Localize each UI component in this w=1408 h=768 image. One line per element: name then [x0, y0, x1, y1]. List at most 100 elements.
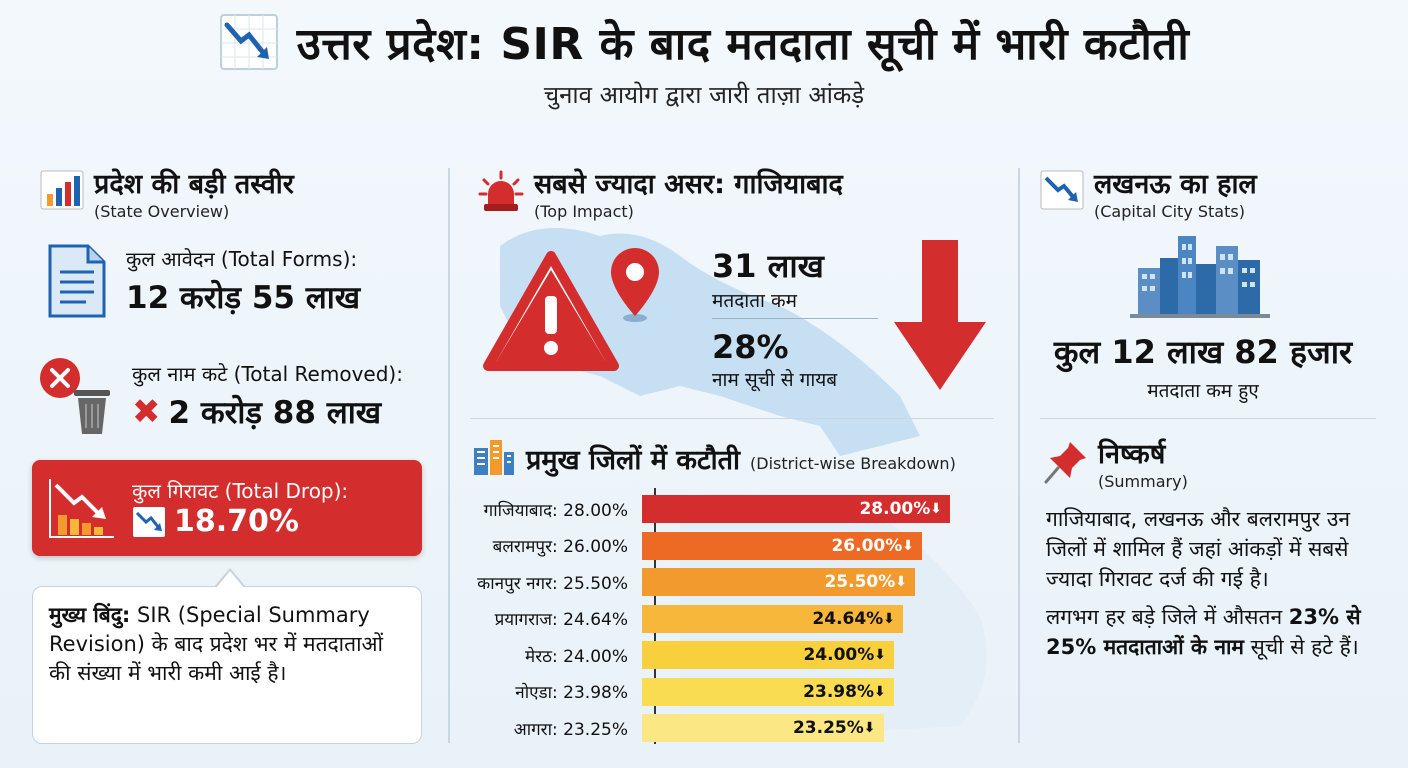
page-subtitle: चुनाव आयोग द्वारा जारी ताज़ा आंकड़े — [543, 81, 865, 109]
district-label: नोएडा: 23.98% — [515, 683, 628, 703]
lucknow-cap: मतदाता कम हुए — [1147, 380, 1259, 402]
district-row: नोएडा: 23.98% 23.98% ⬇ — [470, 677, 894, 707]
key-point-heading: मुख्य बिंदु: — [49, 603, 131, 627]
district-bar: 23.98% ⬇ — [642, 677, 894, 706]
summary-title: निष्कर्ष — [1098, 439, 1166, 470]
summary-heading: निष्कर्ष (Summary) — [1044, 440, 1188, 491]
callout-notch-inner — [216, 571, 244, 588]
total-removed-row: ✖ 2 करोड़ 88 लाख — [132, 391, 403, 433]
down-arrow-mini-icon: ⬇ — [902, 537, 914, 554]
district-bar: 28.00% ⬇ — [642, 495, 950, 523]
down-arrow-mini-icon: ⬇ — [874, 647, 886, 663]
summary-sub: (Summary) — [1098, 472, 1188, 491]
district-bar-value: 24.00% — [803, 645, 875, 665]
total-removed-label: कुल नाम कटे (Total Removed): — [132, 361, 403, 386]
lucknow-sub: (Capital City Stats) — [1094, 202, 1245, 221]
bar-chart-icon — [40, 170, 84, 210]
lucknow-heading: लखनऊ का हाल (Capital City Stats) — [1040, 170, 1257, 221]
state-sub: (State Overview) — [94, 202, 230, 221]
down-arrow-mini-icon: ⬇ — [883, 610, 895, 627]
lucknow-title: लखनऊ का हाल — [1094, 169, 1257, 200]
impact-divider — [712, 318, 878, 319]
district-row: मेरठ: 24.00% 24.00% ⬇ — [470, 640, 894, 670]
column-divider-left — [448, 168, 450, 743]
district-row: आगरा: 23.25% 23.25% ⬇ — [470, 713, 884, 743]
district-bar-value: 23.25% — [792, 718, 864, 738]
summary-para-2b: 23% से 25% मतदाताओं के नाम — [1046, 605, 1361, 659]
state-title: प्रदेश की बड़ी तस्वीर — [94, 169, 294, 200]
total-drop-box: कुल गिरावट (Total Drop): 18.70% — [32, 460, 422, 556]
district-bar: 25.50% ⬇ — [642, 568, 915, 596]
total-removed-value: 2 करोड़ 88 लाख — [168, 394, 382, 431]
summary-para-2a: लगभग हर बड़े जिले में औसतन — [1046, 605, 1289, 629]
district-sub: (District-wise Breakdown) — [750, 454, 956, 473]
location-pin-icon — [611, 248, 659, 322]
district-bar: 26.00% ⬇ — [642, 531, 922, 560]
cross-icon: ✖ — [132, 391, 161, 432]
chart-down-icon-small — [1040, 170, 1084, 210]
district-row: कानपुर नगर: 25.50% 25.50% ⬇ — [470, 567, 915, 597]
total-removed-stat: कुल नाम कटे (Total Removed): ✖ 2 करोड़ 8… — [38, 356, 403, 436]
column-divider-right — [1018, 168, 1020, 743]
summary-body: गाजियाबाद, लखनऊ और बलरामपुर उन जिलों में… — [1046, 504, 1376, 662]
document-icon — [48, 244, 106, 318]
district-label: गाजियाबाद: 28.00% — [483, 500, 628, 521]
district-bar-value: 25.50% — [824, 572, 896, 592]
impact-stat-2: 28% नाम सूची से गायब — [712, 328, 837, 392]
district-bar: 23.25% ⬇ — [642, 714, 884, 742]
city-skyline-icon — [1130, 236, 1270, 318]
summary-para-2: लगभग हर बड़े जिले में औसतन 23% से 25% मत… — [1046, 602, 1376, 662]
district-heading: प्रमुख जिलों में कटौती (District-wise Br… — [472, 438, 956, 476]
down-arrow-mini-icon: ⬇ — [863, 720, 876, 736]
summary-para-2c: सूची से हटे हैं। — [1243, 635, 1359, 659]
district-bar: 24.64% ⬇ — [642, 604, 903, 633]
lucknow-value: कुल 12 लाख 82 हजार — [1053, 333, 1353, 371]
trend-down-icon — [49, 479, 114, 538]
impact-stat-1: 31 लाख मतदाता कम — [712, 244, 824, 313]
district-label: कानपुर नगर: 25.50% — [477, 573, 628, 594]
page-title: उत्तर प्रदेश: SIR के बाद मतदाता सूची में… — [296, 19, 1190, 70]
district-label: प्रयागराज: 24.64% — [494, 610, 628, 630]
impact-cap-2: नाम सूची से गायब — [712, 369, 838, 391]
district-title: प्रमुख जिलों में कटौती — [526, 445, 740, 476]
district-label: बलरामपुर: 26.00% — [492, 537, 628, 557]
down-arrow-mini-icon: ⬇ — [873, 683, 886, 700]
down-arrow-icon — [894, 240, 986, 390]
top-impact-sub: (Top Impact) — [534, 202, 634, 221]
down-arrow-mini-icon: ⬇ — [895, 574, 907, 590]
total-drop-value: 18.70% — [174, 504, 299, 539]
delete-bin-icon — [40, 358, 110, 434]
lucknow-stat: कुल 12 लाख 82 हजार मतदाता कम हुए — [1028, 330, 1378, 403]
buildings-icon — [474, 440, 514, 475]
top-impact-heading: सबसे ज्यादा असर: गाजियाबाद (Top Impact) — [478, 170, 843, 221]
down-arrow-mini-icon: ⬇ — [930, 501, 942, 517]
middle-h-divider — [470, 418, 994, 419]
district-bar-value: 23.98% — [803, 681, 874, 702]
district-bar-value: 28.00% — [859, 499, 931, 519]
top-impact-title: सबसे ज्यादा असर: गाजियाबाद — [534, 169, 843, 200]
district-label: आगरा: 23.25% — [513, 719, 628, 740]
total-drop-label: कुल गिरावट (Total Drop): — [132, 479, 349, 503]
district-label: मेरठ: 24.00% — [525, 646, 628, 667]
siren-icon — [478, 170, 524, 211]
key-point-text: SIR (Special Summary Revision) के बाद प्… — [49, 603, 383, 685]
total-forms-stat: कुल आवेदन (Total Forms): 12 करोड़ 55 लाख — [46, 242, 360, 320]
pushpin-icon — [1044, 442, 1086, 484]
district-bar-value: 26.00% — [831, 535, 903, 556]
total-forms-label: कुल आवेदन (Total Forms): — [126, 246, 358, 271]
total-drop-row: 18.70% — [132, 504, 348, 539]
district-bar-value: 24.64% — [812, 608, 884, 629]
district-row: गाजियाबाद: 28.00% 28.00% ⬇ — [470, 494, 950, 524]
header: उत्तर प्रदेश: SIR के बाद मतदाता सूची में… — [0, 12, 1408, 111]
key-point-box: मुख्य बिंदु: SIR (Special Summary Revisi… — [32, 586, 422, 744]
chart-down-icon — [219, 14, 278, 70]
right-h-divider — [1040, 418, 1376, 419]
district-bar: 24.00% ⬇ — [642, 641, 894, 669]
impact-cap-1: मतदाता कम — [712, 290, 797, 312]
warning-icon — [483, 251, 619, 371]
district-row: बलरामपुर: 26.00% 26.00% ⬇ — [470, 531, 922, 561]
impact-num-1: 31 लाख — [712, 247, 824, 285]
district-row: प्रयागराज: 24.64% 24.64% ⬇ — [470, 604, 903, 634]
small-chart-down-icon — [133, 506, 165, 537]
impact-num-2: 28% — [712, 328, 789, 366]
